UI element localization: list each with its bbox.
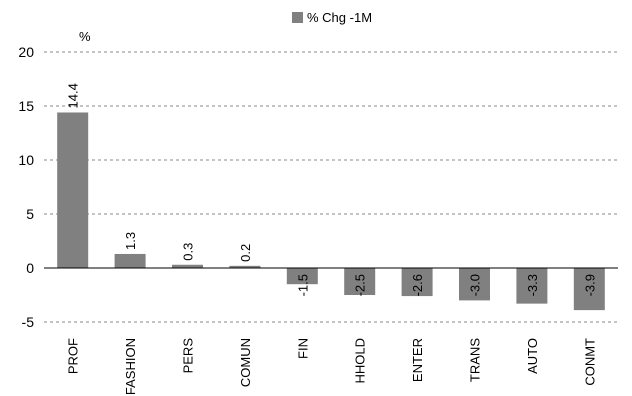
legend-label: % Chg -1M [307,10,372,25]
y-tick-label: 10 [18,152,34,168]
bar-pers [172,264,203,268]
bar-fashion [114,253,146,268]
data-label: -3.0 [468,274,483,296]
data-label: -2.6 [410,274,425,296]
bars [57,112,605,311]
category-label: COMUN [238,338,253,387]
category-label: TRANS [468,338,483,382]
bar-hhold [344,268,376,295]
data-label: -1.5 [295,274,310,296]
bar-enter [401,268,433,297]
bar-fin [286,268,318,285]
data-label: 0.3 [181,243,196,261]
category-label: CONMT [582,338,597,386]
data-label: -2.5 [353,274,368,296]
category-label: FASHION [123,338,138,395]
data-label: 1.3 [123,232,138,250]
category-label: PROF [66,338,81,374]
bar-comun [229,265,261,268]
legend-swatch [292,12,303,23]
bar-trans [459,268,490,301]
bar-conmt [573,268,605,311]
category-label: PERS [181,338,196,374]
data-label: -3.9 [582,274,597,296]
y-tick-label: -5 [22,314,35,330]
y-tick-label: 15 [18,98,34,114]
category-label: ENTER [410,338,425,382]
bar-prof [57,112,89,268]
category-label: FIN [295,338,310,359]
data-label: 14.4 [66,83,81,108]
data-label: -3.3 [525,274,540,296]
legend: % Chg -1M [292,10,372,25]
labels: -5 0 5 10 15 20 14.4 PROF 1.3 FASHION 0.3 PERS 0.2 CO… [18,44,597,395]
category-label: HHOLD [353,338,368,384]
data-label: 0.2 [238,244,253,262]
y-tick-label: 5 [26,206,34,222]
unit-label: % [79,29,91,44]
y-tick-label: 0 [26,260,34,276]
bar-auto [516,268,548,304]
y-tick-label: 20 [18,44,34,60]
category-label: AUTO [525,338,540,374]
